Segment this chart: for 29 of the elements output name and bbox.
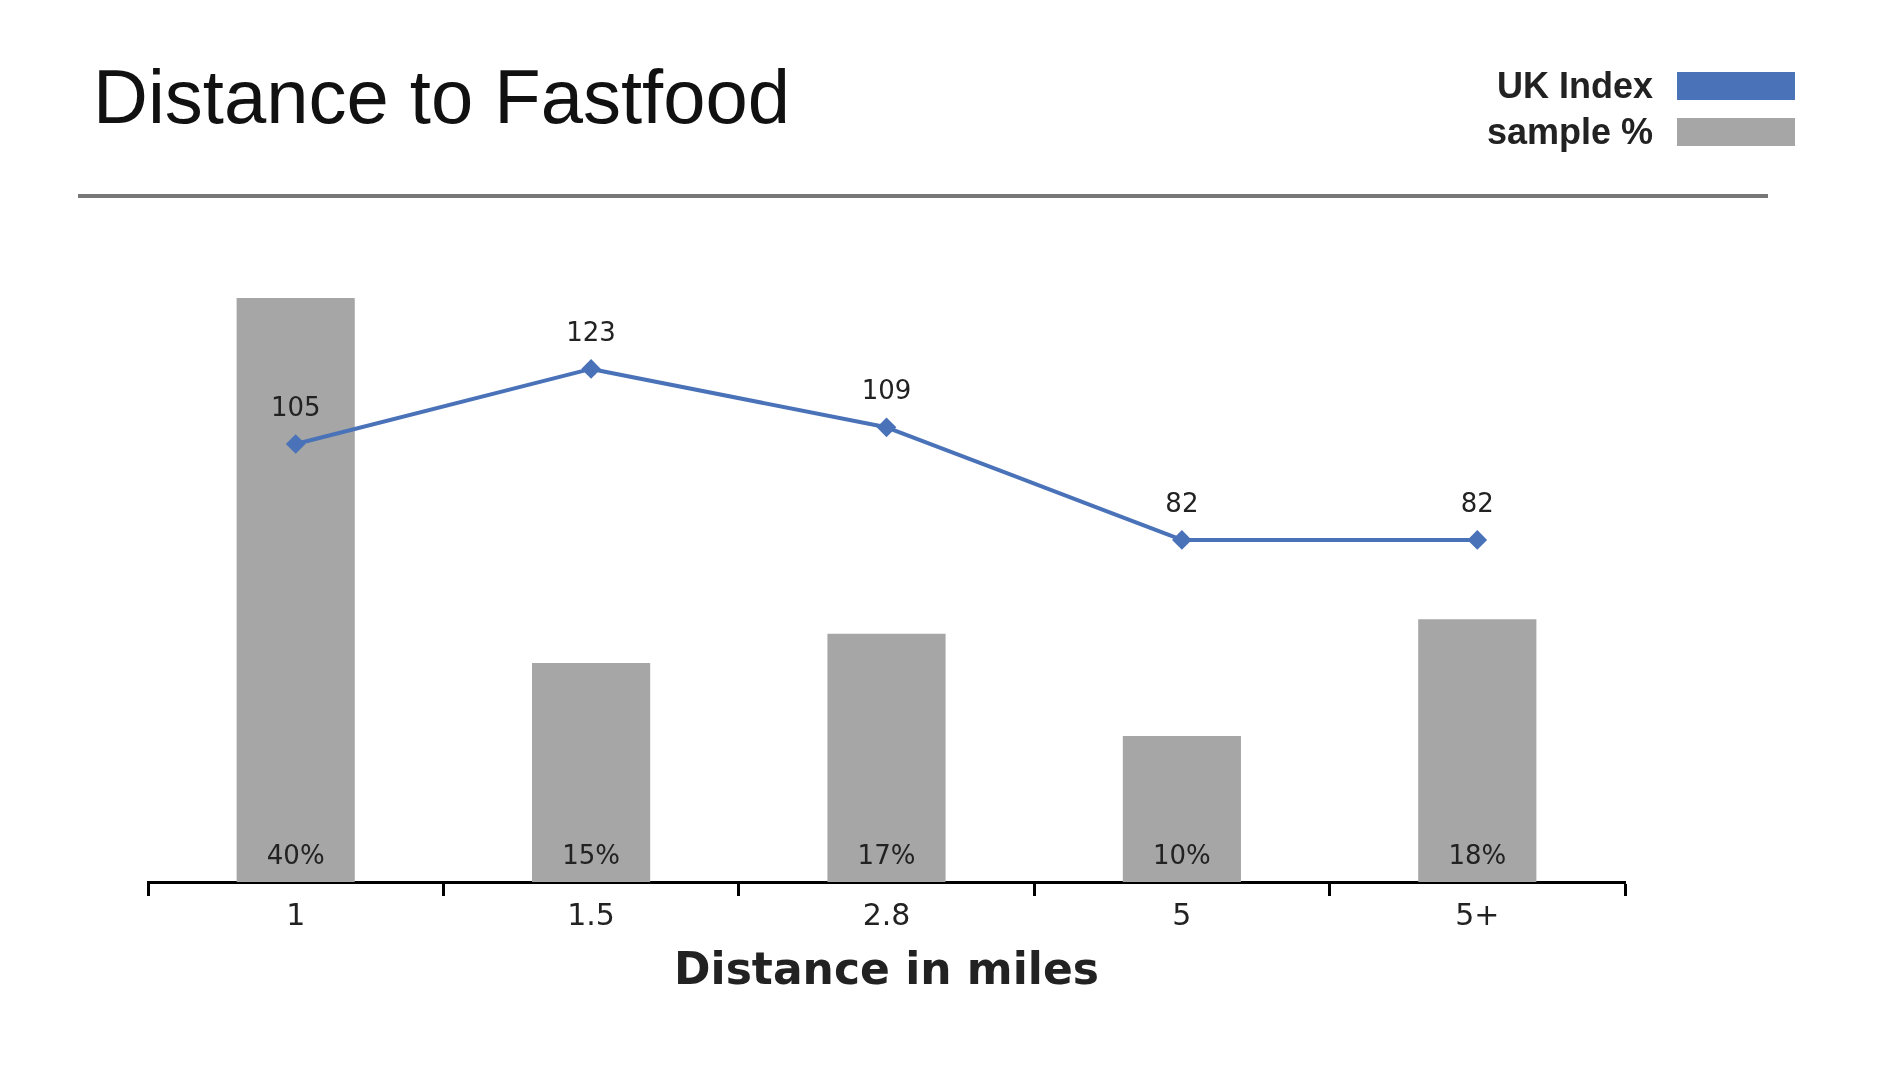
bar <box>1418 619 1537 882</box>
x-tick-label: 1 <box>286 896 306 932</box>
data-label: 123 <box>566 316 616 347</box>
data-label: 10% <box>1153 839 1211 870</box>
point <box>582 359 601 378</box>
data-label: 109 <box>861 375 912 406</box>
x-tick-label: 5 <box>1172 896 1192 932</box>
data-label: 15% <box>562 839 620 870</box>
chart-title: Distance to Fastfood <box>93 53 791 140</box>
point <box>286 435 305 453</box>
bar <box>1122 736 1241 882</box>
data-label: 17% <box>857 839 916 870</box>
x-tick-label: 1.5 <box>567 896 615 932</box>
data-label: 40% <box>266 839 325 870</box>
bar <box>532 663 651 882</box>
x-tick-label: 5+ <box>1455 896 1500 932</box>
bar <box>827 633 946 882</box>
point <box>1172 530 1191 549</box>
data-label: 82 <box>1165 487 1199 518</box>
x-tick-label: 2.8 <box>862 896 911 932</box>
point <box>877 418 896 437</box>
legend-label: sample % <box>1486 111 1653 153</box>
data-label: 82 <box>1460 487 1494 518</box>
data-label: 18% <box>1448 839 1507 870</box>
data-label: 105 <box>270 391 321 422</box>
point <box>1468 530 1487 549</box>
x-axis-title: Distance in miles <box>673 943 1100 994</box>
legend-label: UK Index <box>1496 65 1653 107</box>
bar <box>236 298 355 882</box>
